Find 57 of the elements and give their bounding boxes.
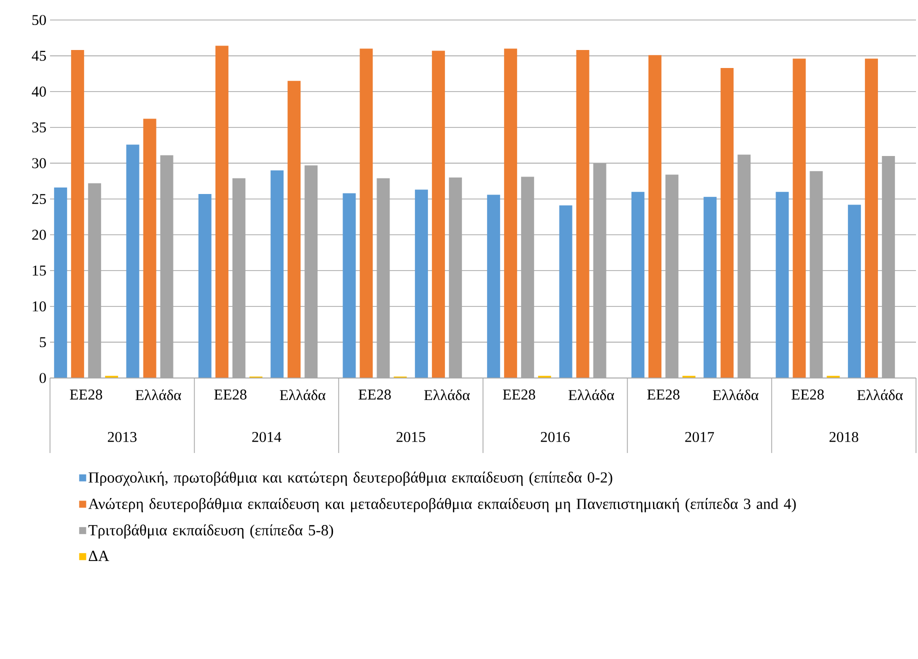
legend-label: Ανώτερη δευτεροβάθμια εκπαίδευση και μεταδευτεροβάθμια εκπαίδευση μη Πανεπιστημιακή (επίπεδα 3 and 4)	[88, 498, 796, 512]
bar	[270, 170, 284, 378]
text: 2016	[540, 432, 570, 442]
x-tick-label: Ελλάδα	[424, 390, 470, 400]
x-tick-label: ΕΕ28	[70, 390, 102, 400]
y-tick-label: 10	[32, 301, 46, 312]
y-tick-label: 45	[32, 50, 46, 61]
y-tick-label: 50	[32, 14, 46, 26]
text: 2014	[252, 432, 282, 442]
x-tick-label: ΕΕ28	[502, 390, 536, 400]
bar	[776, 192, 789, 378]
x-tick-label: ΕΕ28	[647, 390, 680, 400]
text: 2013	[108, 432, 137, 442]
bar	[487, 194, 500, 378]
bar	[198, 194, 212, 378]
x-tick-label: Ελλάδα	[136, 390, 182, 400]
bar	[414, 190, 428, 378]
bar	[792, 58, 806, 378]
text: 2017	[685, 432, 714, 442]
y-tick-label: 35	[32, 122, 46, 132]
y-tick-label: 25	[32, 194, 46, 204]
x-tick-label: Ελλάδα	[280, 390, 326, 400]
bar	[215, 46, 228, 378]
y-tick-label: 20	[32, 230, 46, 240]
bar	[559, 205, 572, 378]
bar	[704, 196, 717, 378]
bar	[720, 68, 734, 378]
bar	[504, 48, 518, 378]
legend-label: Τριτοβάθμια εκπαίδευση (επίπεδα 5-8)	[88, 524, 334, 539]
bar	[648, 55, 662, 378]
x-tick-label: Ελλάδα	[857, 390, 903, 400]
bar	[143, 118, 156, 378]
bar	[126, 144, 140, 378]
bar	[342, 193, 356, 378]
bar	[576, 50, 590, 378]
bar	[864, 58, 878, 378]
y-tick-label: 30	[32, 158, 46, 168]
y-tick-label: 40	[32, 86, 46, 97]
y-tick-label: 5	[40, 337, 46, 348]
x-tick-label: Ελλάδα	[568, 390, 614, 400]
y-tick-label: 15	[32, 266, 46, 276]
bar	[71, 50, 84, 378]
text: 2018	[830, 432, 858, 442]
x-tick-label: ΕΕ28	[214, 390, 246, 400]
bar	[432, 50, 445, 378]
bar	[54, 188, 68, 378]
y-tick-label: 0	[40, 372, 46, 384]
legend-label: Προσχολική, πρωτοβάθμια και κατώτερη δευτεροβάθμια εκπαίδευση (επίπεδα 0-2)	[88, 472, 612, 486]
bar	[288, 80, 301, 378]
text: 2015	[396, 432, 426, 442]
bar	[848, 204, 861, 378]
x-tick-label: ΕΕ28	[358, 390, 391, 400]
legend-label: ΔΑ	[88, 550, 110, 561]
bar	[631, 192, 644, 378]
x-tick-label: Ελλάδα	[712, 390, 758, 400]
bar	[360, 48, 373, 378]
x-tick-label: ΕΕ28	[792, 390, 824, 400]
